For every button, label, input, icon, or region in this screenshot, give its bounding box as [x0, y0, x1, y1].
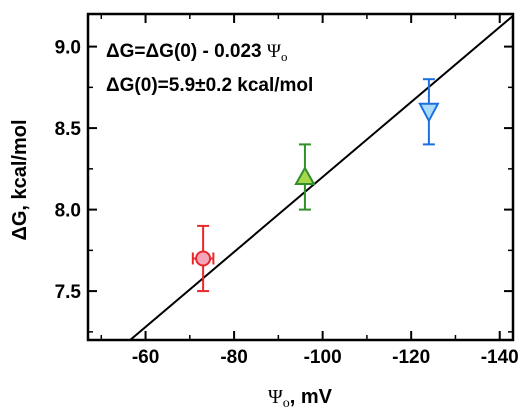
- x-tick-label: -100: [304, 347, 342, 368]
- y-tick-label: 8.0: [55, 201, 81, 222]
- fit-line: [128, 15, 513, 340]
- annotation-1-prefix: ΔG=ΔG(0) - 0.023: [106, 41, 267, 62]
- x-axis-label: Ψo, mV: [268, 386, 333, 411]
- x-axis-label-unit: , mV: [290, 386, 333, 408]
- x-axis-label-psi: Ψ: [268, 386, 283, 408]
- y-tick-label: 9.0: [55, 38, 81, 59]
- x-tick-label: -120: [392, 347, 430, 368]
- plot-frame: [86, 12, 515, 342]
- data-point-triangle-down: [418, 102, 440, 123]
- annotation-equation-1: ΔG=ΔG(0) - 0.023 Ψo: [106, 41, 287, 64]
- y-tick-label: 7.5: [55, 282, 82, 303]
- x-axis-label-subscript: o: [283, 396, 290, 411]
- annotation-2-prefix: ΔG(0)=5.9±0.2 kcal/mol: [106, 75, 313, 96]
- data-point-triangle-up: [294, 165, 316, 185]
- annotation-1-psi: Ψ: [267, 41, 281, 62]
- x-tick-label: -140: [481, 347, 519, 368]
- x-tick-label: -60: [132, 347, 159, 368]
- y-tick-label: 8.5: [55, 119, 82, 140]
- x-tick-label: -80: [220, 347, 247, 368]
- data-point-circle: [195, 250, 212, 267]
- y-axis-label: ΔG, kcal/mol: [9, 119, 31, 240]
- annotation-1-subscript: o: [281, 49, 288, 64]
- annotation-equation-2: ΔG(0)=5.9±0.2 kcal/mol: [106, 75, 313, 96]
